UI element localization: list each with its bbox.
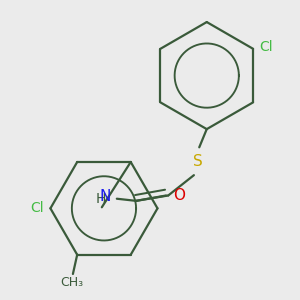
Text: N: N: [99, 189, 110, 204]
Text: S: S: [193, 154, 203, 169]
Text: O: O: [174, 188, 186, 203]
Text: CH₃: CH₃: [60, 276, 83, 289]
Text: Cl: Cl: [30, 201, 44, 215]
Text: Cl: Cl: [260, 40, 273, 54]
Text: H: H: [96, 192, 106, 206]
